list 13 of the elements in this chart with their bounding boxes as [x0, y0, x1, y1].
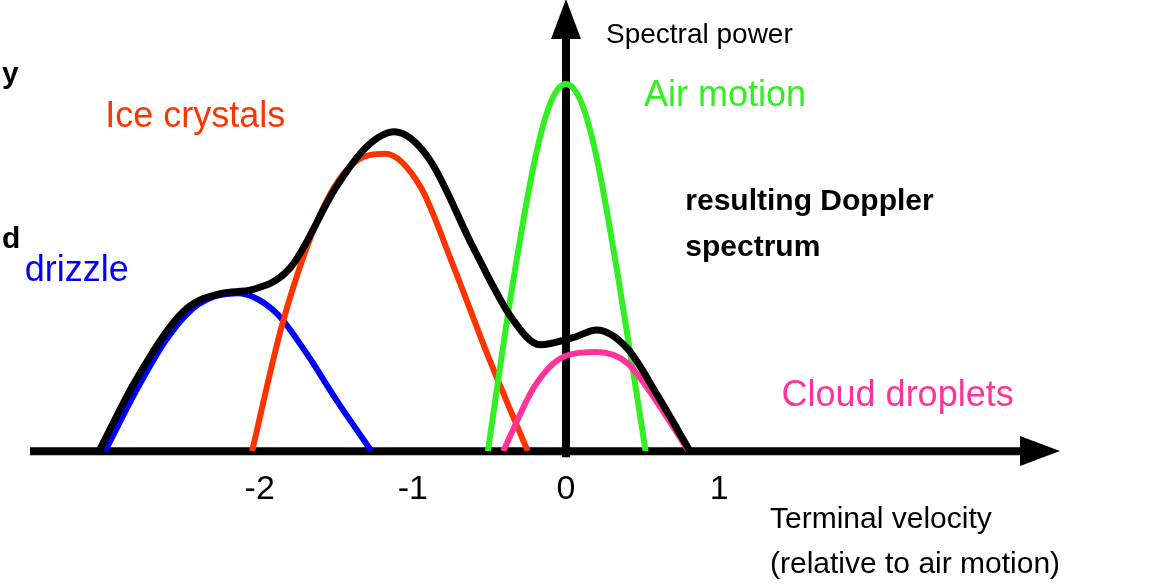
x-axis-title: Terminal velocity (relative to air motion) [770, 501, 1061, 580]
series-label: drizzle [24, 248, 129, 290]
x-tick-label: -1 [397, 467, 428, 506]
series-label: Ice crystals [105, 93, 286, 135]
series-label: Air motion [643, 72, 807, 114]
text: d [2, 221, 21, 255]
x-tick-label: 0 [556, 467, 576, 506]
text: resulting Doppler spectrum [685, 182, 934, 263]
text: y [2, 56, 19, 90]
x-tick-label: 1 [709, 467, 729, 506]
text: Cloud droplets [781, 373, 1014, 414]
y-axis-title: Spectral power [605, 17, 793, 49]
x-tick-label: -2 [244, 467, 275, 506]
